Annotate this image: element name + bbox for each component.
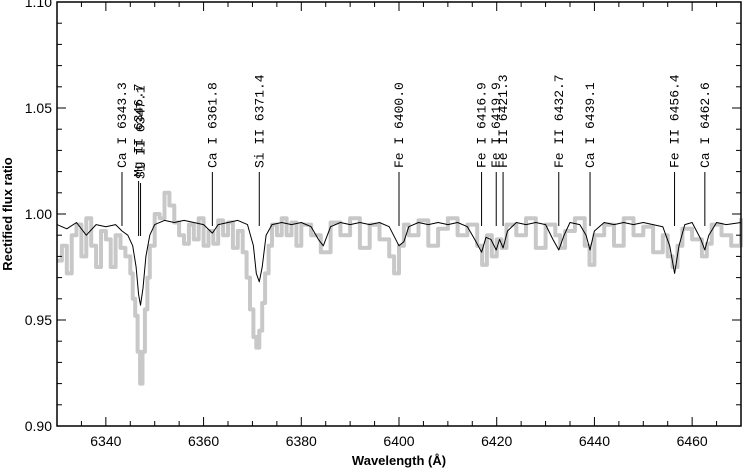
y-tick-label: 1.05 [25,100,52,116]
x-axis-title: Wavelength (Å) [352,453,446,468]
line-label: Fe I 6419.9 [489,82,504,168]
x-tick-label: 6340 [90,433,121,449]
y-axis-title: Rectified flux ratio [0,157,15,270]
series-observed [57,190,743,386]
line-label: Fe I 6400.0 [392,82,407,168]
line-label: Si II 6371.4 [252,74,267,168]
line-label: Fe II 6421.3 [496,74,511,168]
x-tick-label: 6400 [383,433,414,449]
x-tick-label: 6360 [188,433,219,449]
x-tick-label: 6460 [677,433,708,449]
line-label: Mg II 6346.7 [132,83,147,177]
line-label: Ca I 6462.6 [698,82,713,168]
line-label: Ca I 6361.8 [205,82,220,168]
x-tick-label: 6440 [579,433,610,449]
y-tick-label: 1.10 [25,0,52,10]
line-label: Si II 6347.1 [134,85,149,179]
x-tick-label: 6420 [481,433,512,449]
series-model [56,219,742,306]
axis-ticks: 6340 6360 6380 6400 6420 6440 6460 0.90 0.95 1.00… [25,0,742,449]
y-tick-label: 0.95 [25,312,52,328]
x-tick-label: 6380 [286,433,317,449]
line-label: Fe II 6456.4 [668,74,683,168]
line-label: Ca I 6439.1 [583,82,598,168]
y-tick-label: 0.90 [25,418,52,434]
line-annotations: Ca I 6343.3 Mg II 6346.7Si II 6347.1 Ca I … [115,74,713,236]
line-label: Fe I 6416.9 [475,82,490,168]
line-label: Ca I 6343.3 [115,82,130,168]
series-layer [56,190,743,386]
line-label: Fe II 6432.7 [552,74,567,168]
y-tick-label: 1.00 [25,206,52,222]
